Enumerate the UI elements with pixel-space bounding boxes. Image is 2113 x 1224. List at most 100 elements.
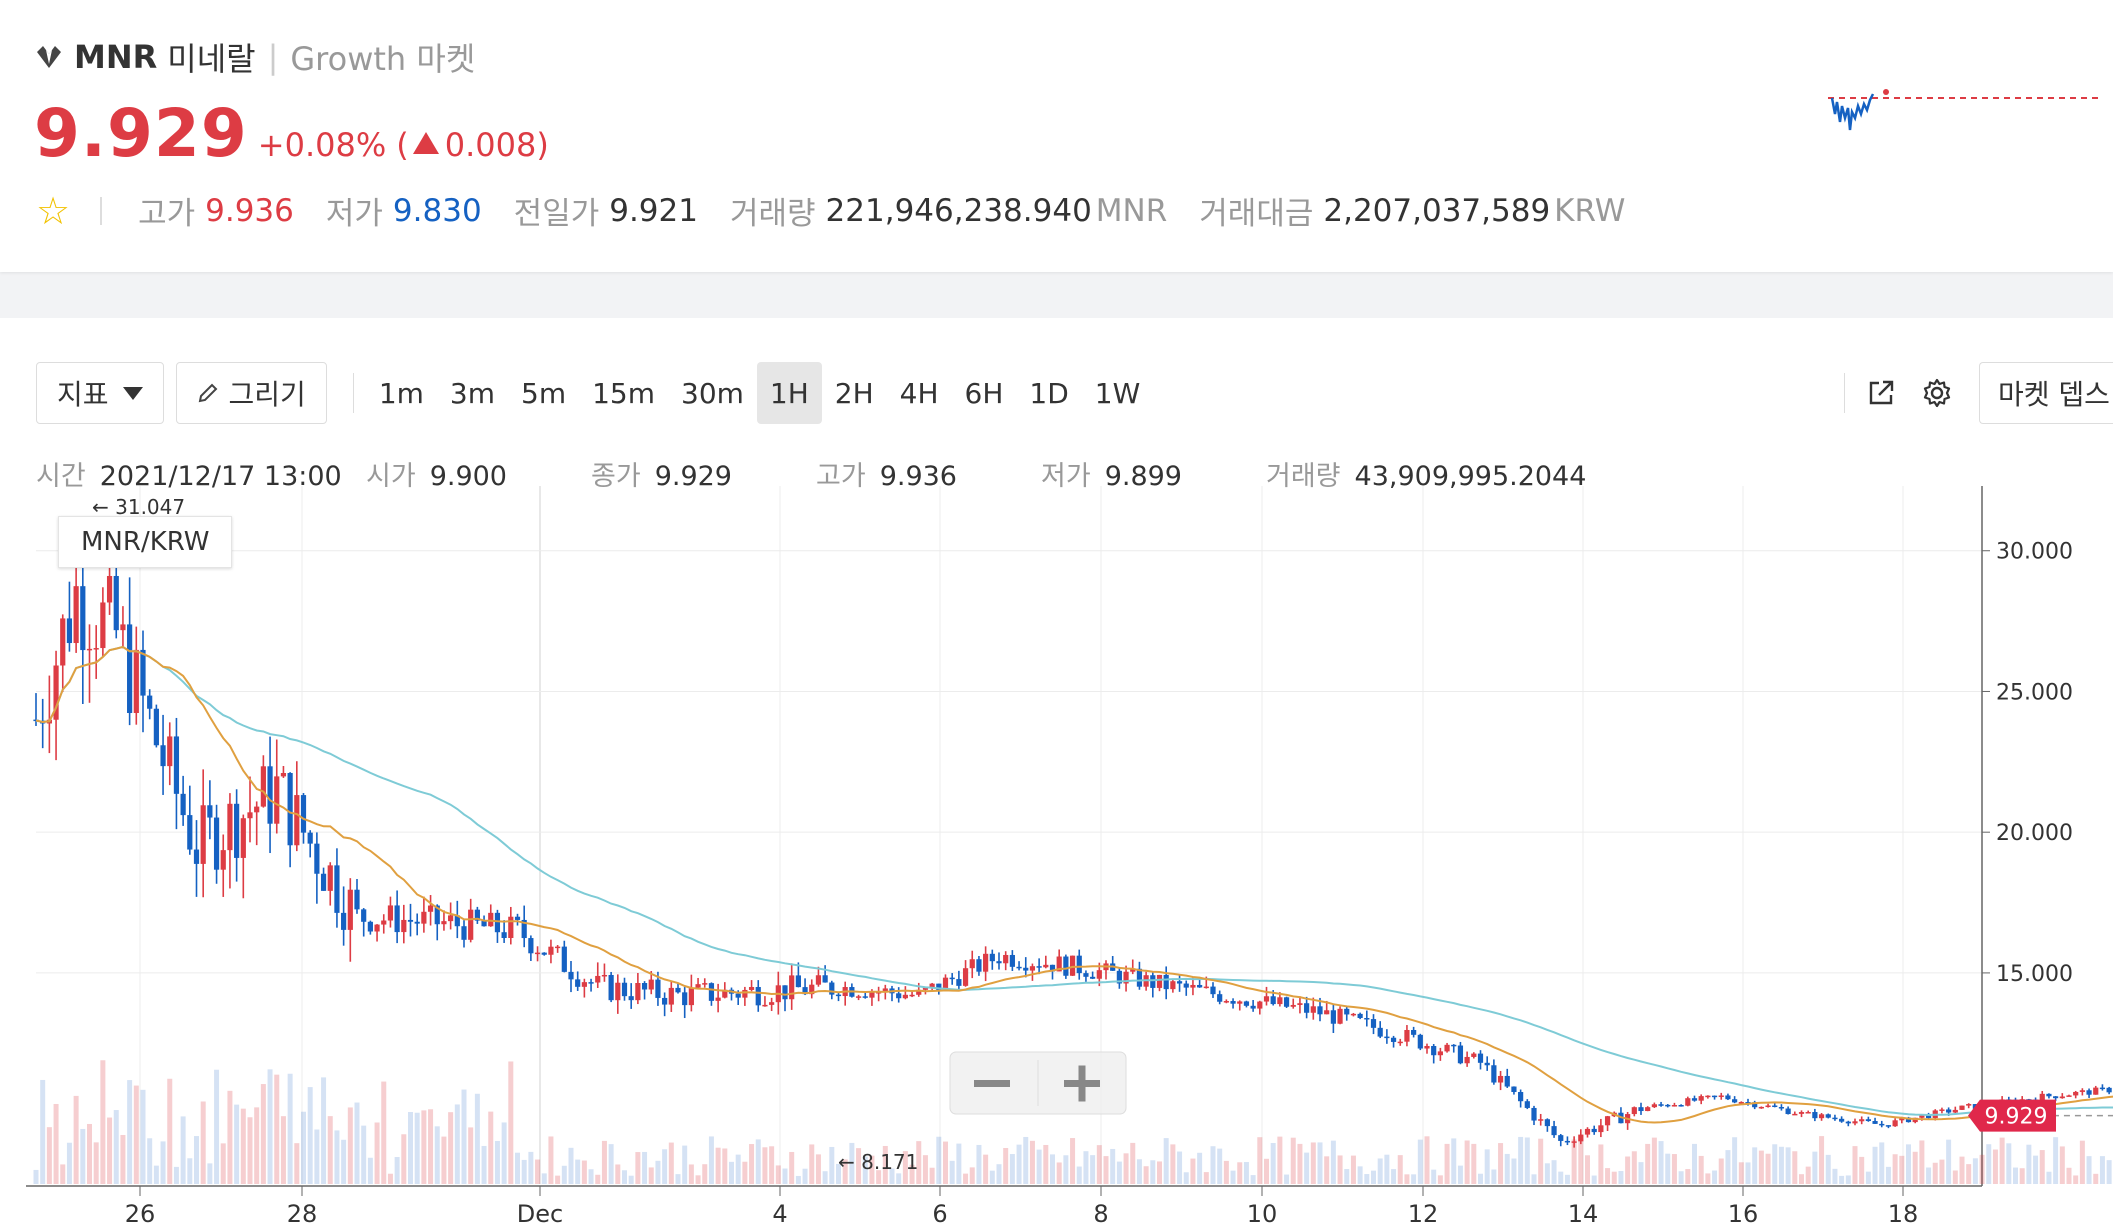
min-price-marker: ← 8.171 (838, 1150, 918, 1174)
candle (1758, 1106, 1764, 1109)
volume-bar (1284, 1174, 1290, 1184)
indicator-button[interactable]: 지표 (36, 362, 164, 424)
candle (1310, 997, 1316, 1020)
volume-bar (1979, 1154, 1985, 1184)
candle-body (922, 987, 929, 990)
candle-body (1925, 1115, 1932, 1119)
candle-body (260, 766, 266, 807)
volume-bar (1417, 1139, 1423, 1184)
candle-body (976, 959, 982, 972)
volume-bar (1277, 1136, 1283, 1184)
volume-bar (1571, 1139, 1577, 1184)
timeframe-1w[interactable]: 1W (1094, 376, 1141, 410)
volume-bar (1290, 1137, 1296, 1184)
plus-icon[interactable] (1064, 1065, 1100, 1102)
candle-body (588, 982, 594, 984)
external-link-icon[interactable] (1853, 365, 1909, 421)
candle-body (213, 817, 220, 870)
candle (173, 717, 180, 830)
timeframe-6h[interactable]: 6H (964, 376, 1004, 410)
timeframe-30m[interactable]: 30m (681, 376, 744, 410)
volume-bar (976, 1144, 982, 1184)
volume-bar (508, 1061, 514, 1184)
volume-bar (1337, 1155, 1343, 1184)
volume-bar (127, 1080, 133, 1184)
minus-icon[interactable] (974, 1080, 1010, 1087)
volume-bar (856, 1148, 862, 1184)
volume-bar (1678, 1171, 1684, 1184)
volume-bar (1812, 1151, 1818, 1184)
volume-bar (1083, 1151, 1089, 1184)
ohlc-high-value: 9.936 (879, 461, 957, 492)
candle-body (989, 953, 995, 962)
candle-body (1063, 956, 1069, 976)
candle-body (2073, 1091, 2079, 1096)
volume-bar (802, 1168, 808, 1184)
volume-bar (836, 1163, 841, 1184)
candle-body (1638, 1107, 1644, 1112)
open-label: 시가 (366, 461, 416, 492)
candle-body (1792, 1113, 1798, 1116)
candle-body (1377, 1027, 1383, 1037)
candle (1491, 1059, 1497, 1085)
candle-body (1437, 1051, 1443, 1056)
candle-body (387, 905, 394, 921)
candle (1431, 1044, 1437, 1064)
candle-body (1872, 1121, 1878, 1124)
timeframe-3m[interactable]: 3m (449, 376, 495, 410)
volume-bar (1504, 1153, 1510, 1184)
timeframe-1d[interactable]: 1D (1029, 376, 1069, 410)
candle (983, 946, 989, 982)
draw-button[interactable]: 그리기 (175, 362, 327, 424)
candle-body (80, 586, 86, 651)
candlestick-chart[interactable]: 30.000 25.000 20.000 15.000 26 28 Dec 4 6 8 10 12 14… (0, 486, 2113, 1224)
candle-body (1016, 966, 1022, 969)
volume-bar (829, 1146, 835, 1184)
timeframe-2h[interactable]: 2H (834, 376, 874, 410)
candle (1003, 951, 1009, 971)
candle (320, 867, 327, 891)
volume-bar (608, 1144, 614, 1184)
candle (1156, 974, 1163, 992)
volume-bar (1725, 1150, 1731, 1184)
volume-bar (555, 1175, 561, 1184)
candle-body (1056, 956, 1062, 972)
timeframe-15m[interactable]: 15m (592, 376, 655, 410)
candle-body (1825, 1114, 1831, 1118)
volume-bar (1578, 1139, 1584, 1184)
change-percent: +0.08% (257, 126, 387, 164)
volume-bar (93, 1142, 99, 1184)
timeframe-5m[interactable]: 5m (521, 376, 567, 410)
candle-body (648, 979, 654, 990)
market-depth-button[interactable]: 마켓 뎁스 (1979, 362, 2113, 424)
star-outline-icon[interactable]: ☆ (36, 188, 71, 233)
timeframe-4h[interactable]: 4H (899, 376, 939, 410)
candle (962, 960, 969, 987)
candle-body (1772, 1105, 1778, 1108)
volume-unit: MNR (1095, 192, 1168, 229)
candle (1116, 967, 1122, 989)
volume-bar (147, 1138, 153, 1184)
candle (996, 952, 1002, 970)
volume-bar (1484, 1149, 1490, 1184)
volume-bar (167, 1078, 173, 1184)
last-price-tag-label: 9.929 (1985, 1105, 2048, 1130)
candle (1090, 971, 1096, 980)
volume-bar (936, 1136, 942, 1184)
candle-body (1156, 974, 1163, 988)
volume-bar (922, 1155, 928, 1184)
candle-body (575, 979, 581, 987)
volume-bar (648, 1167, 654, 1184)
gear-icon[interactable] (1909, 365, 1965, 421)
candle (1718, 1092, 1724, 1100)
candle (1524, 1099, 1530, 1110)
candle (427, 895, 434, 926)
candle (387, 896, 394, 928)
x-tick-label: Dec (517, 1200, 563, 1224)
zoom-controls[interactable] (949, 1051, 1127, 1115)
timeframe-1h[interactable]: 1H (756, 362, 822, 424)
candle (534, 946, 541, 962)
timeframe-1m[interactable]: 1m (378, 376, 424, 410)
volume-bar (1344, 1169, 1350, 1184)
candle-body (347, 889, 353, 930)
